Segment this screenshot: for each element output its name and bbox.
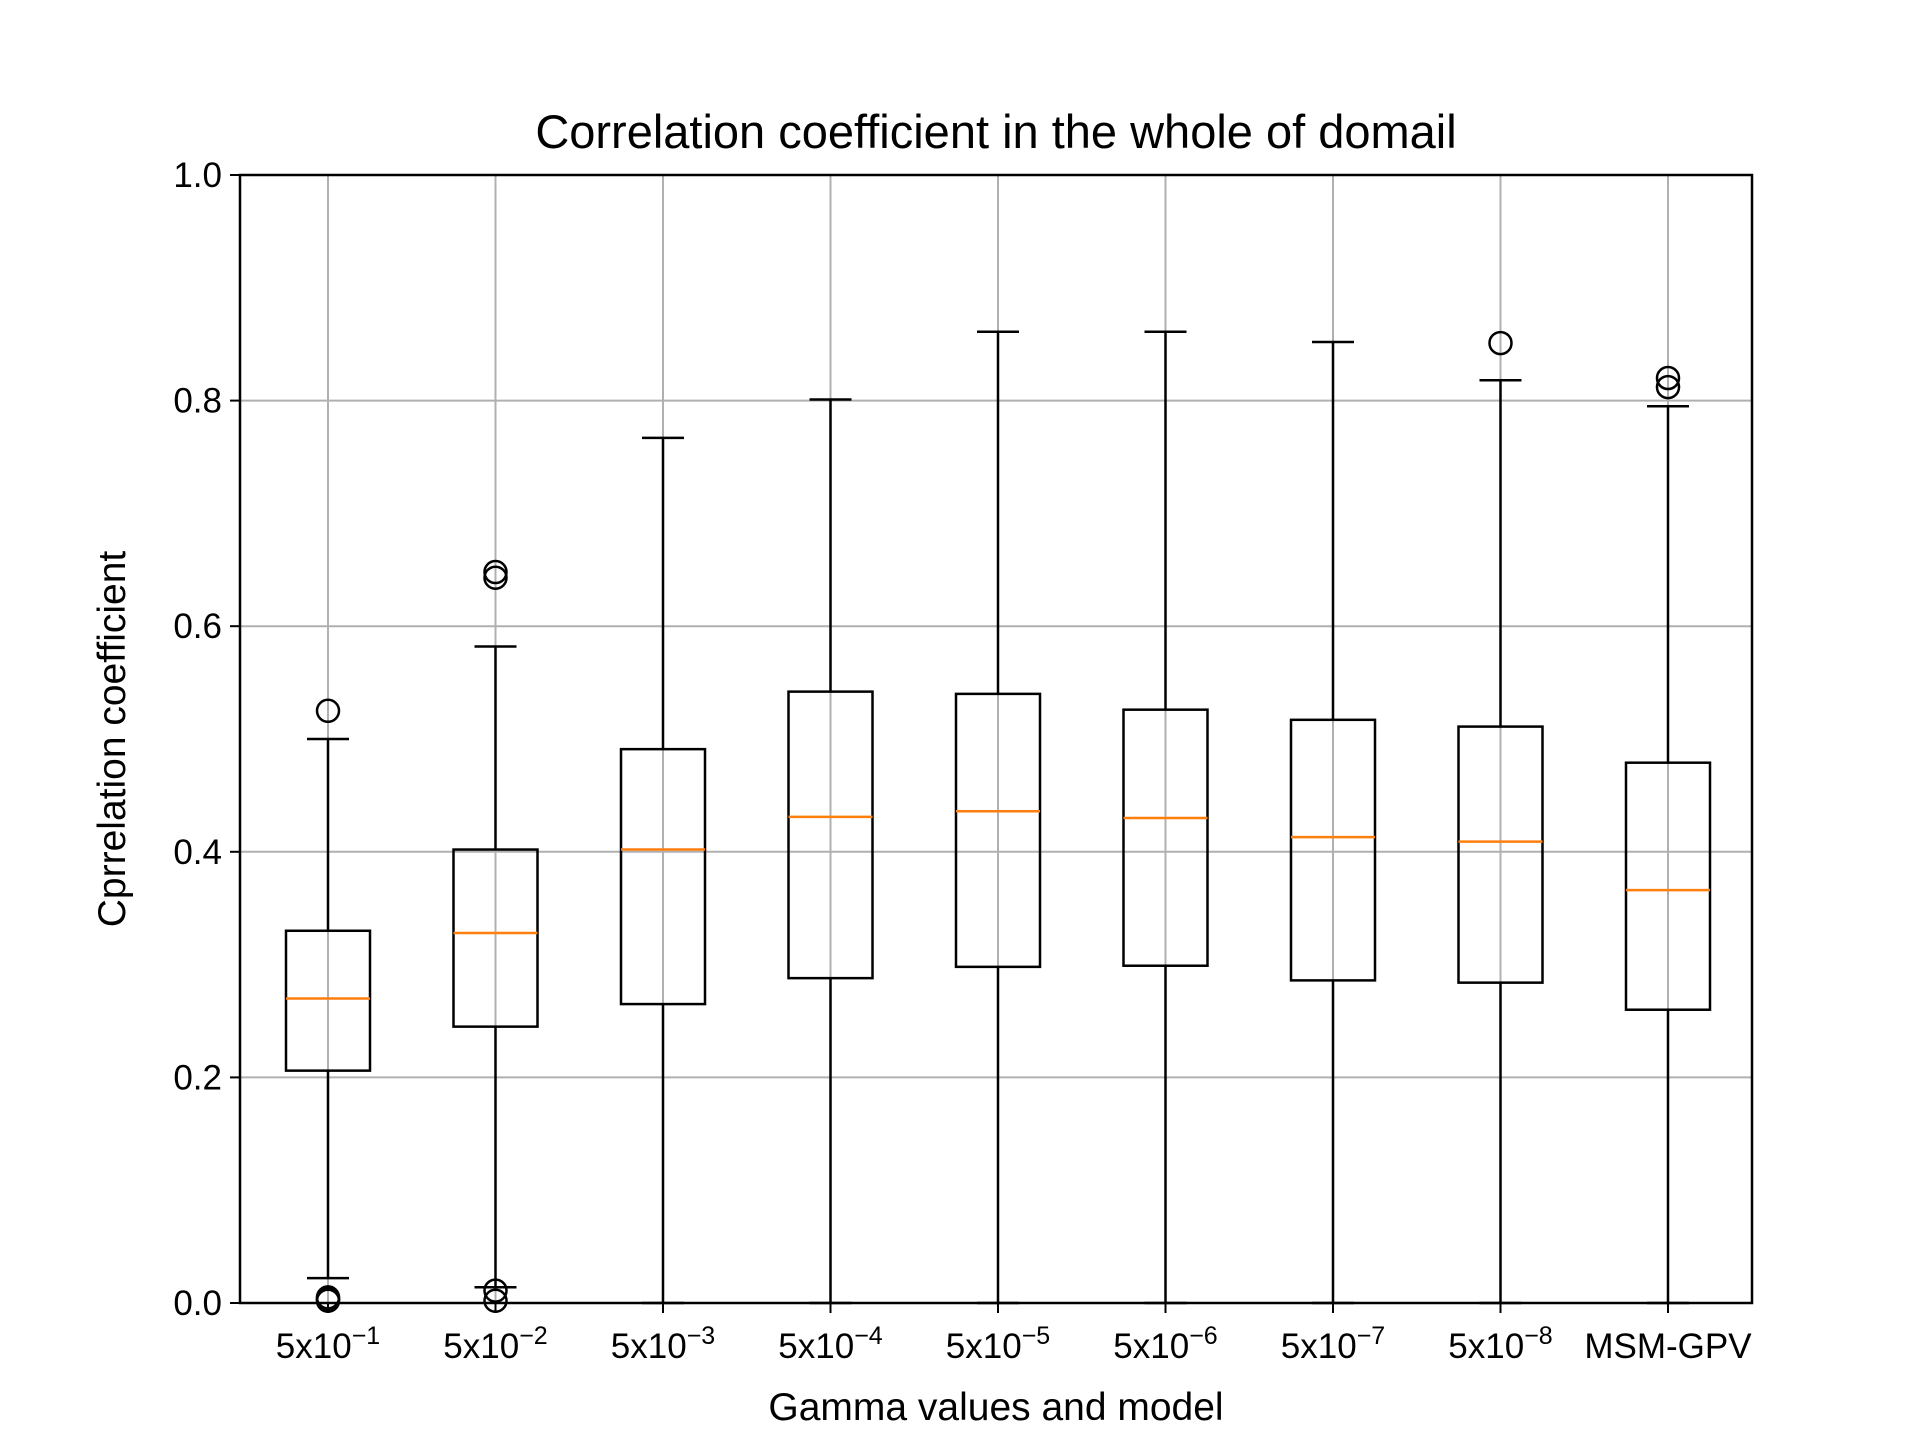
x-tick-label: 5x10−6 [1113,1322,1217,1366]
axis-ticks: 0.0 0.2 0.4 0.6 0.8 1.0 5x10−1 5x10−2 5x10−3 5x10… [173,156,1752,1366]
y-tick-label: 1.0 [173,156,222,195]
outlier-point [1488,330,1513,356]
x-tick-label: 5x10−1 [276,1322,380,1366]
iqr-box [954,692,1042,969]
box-group [1122,330,1209,1305]
plot-frame [238,173,1754,1305]
y-tick-label: 0.2 [173,1058,222,1097]
outlier-point [1655,365,1681,391]
x-tick-label: 5x10−5 [946,1322,1050,1366]
box-group [787,398,874,1305]
y-tick-label: 0.4 [173,833,222,872]
outlier-point [1655,374,1681,400]
iqr-box [1122,708,1209,967]
box-group [452,559,539,1313]
iqr-box [284,929,372,1072]
x-tick-label: 5x10−7 [1281,1322,1385,1366]
x-axis-title: Gamma values and model [768,1386,1223,1429]
x-tick-label: 5x10−3 [611,1322,715,1366]
box-group [619,436,707,1305]
outlier-point [483,565,508,590]
y-tick-label: 0.0 [173,1284,222,1323]
iqr-box [1289,718,1377,982]
iqr-box [787,690,874,980]
iqr-box [619,747,707,1006]
outlier-point [315,698,341,724]
iqr-box [1624,761,1712,1011]
y-tick-label: 0.6 [173,607,222,646]
x-tick-label: 5x10−8 [1448,1322,1552,1366]
outlier-point [483,1278,508,1303]
iqr-box [452,848,539,1028]
box-group [284,698,372,1313]
box-group [1624,365,1712,1305]
chart-title: Correlation coefficient in the whole of … [535,105,1456,158]
x-tick-label: 5x10−2 [443,1322,547,1366]
x-tick-label: MSM-GPV [1584,1327,1752,1366]
y-axis-title: Cprrelation coefficient [91,551,134,928]
iqr-box [1457,725,1544,984]
x-tick-label: 5x10−4 [778,1322,883,1366]
outlier-point [483,559,508,585]
y-tick-label: 0.8 [173,382,222,421]
